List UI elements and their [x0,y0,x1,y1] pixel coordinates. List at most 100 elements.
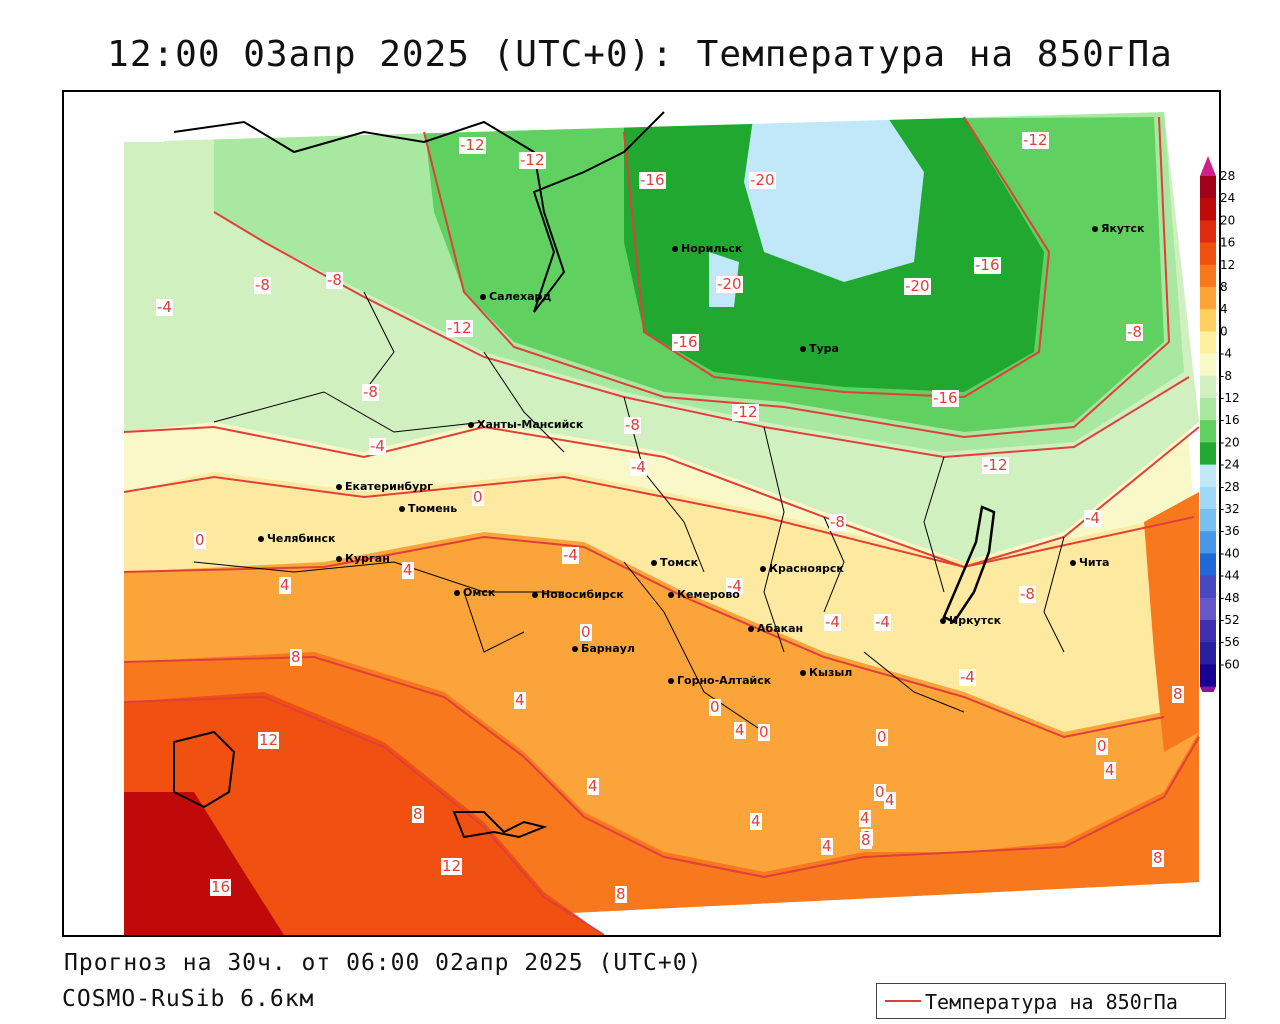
colorbar-tick-label: 24 [1220,191,1235,205]
colorbar-tick-label: 12 [1220,258,1235,272]
temp-label: 4 [1104,761,1116,779]
city-marker: Кемерово [668,588,740,601]
colorbar-swatch [1200,309,1216,332]
forecast-info: Прогноз на 30ч. от 06:00 02апр 2025 (UTC… [64,950,703,976]
colorbar-tick-label: 0 [1220,324,1228,338]
temp-label: 8 [1152,849,1164,867]
colorbar-swatch [1200,486,1216,510]
colorbar-swatch [1200,353,1216,377]
temp-label: -16 [639,171,666,189]
temp-label: 8 [412,805,424,823]
colorbar-tick-label: 16 [1220,236,1235,250]
lake-aral [173,730,236,809]
temp-label: 0 [472,488,484,506]
colorbar-tick-label: -12 [1220,391,1240,405]
temp-label: -8 [624,416,641,434]
coastline [173,111,665,313]
colorbar-tick-label: -48 [1220,591,1240,605]
city-marker: Екатеринбург [336,480,433,493]
city-marker: Красноярск [760,562,844,575]
colorbar-swatch [1200,287,1216,310]
isotherm-minus4 [123,425,1200,569]
temp-label: -12 [459,136,486,154]
colorbar-tick-label: -40 [1220,546,1240,560]
temp-label: -16 [974,256,1001,274]
colorbar-tick-label: -44 [1220,569,1240,583]
temp-label: 4 [514,691,526,709]
temp-label: 8 [290,648,302,666]
city-marker: Курган [336,552,390,565]
temp-label: -4 [726,577,743,595]
isotherm-minus12 [423,116,1171,439]
colorbar-tick-label: -60 [1220,657,1240,671]
temp-label: 8 [615,885,627,903]
temp-label: 12 [441,857,463,875]
city-marker: Якутск [1092,222,1144,235]
city-marker: Чита [1070,556,1109,569]
colorbar-tick-label: -32 [1220,502,1240,516]
domain-mask [64,92,174,935]
temp-label: -4 [369,437,386,455]
temp-label: -8 [1126,323,1143,341]
temp-label: 4 [750,812,762,830]
city-marker: Кызыл [800,666,852,679]
isotherm-plus8 [123,655,1200,879]
city-marker: Тюмень [399,502,457,515]
temp-label: -4 [562,546,579,564]
colorbar-tick-label: 20 [1220,213,1235,227]
colorbar-tick-label: 8 [1220,280,1228,294]
temp-label: -4 [959,668,976,686]
city-marker: Новосибирск [532,588,624,601]
temp-label: -12 [519,151,546,169]
temp-label: -20 [716,275,743,293]
temp-label: 4 [859,809,871,827]
isotherm-zero [123,475,1195,569]
temp-label: 0 [758,723,770,741]
colorbar-swatch [1200,531,1216,554]
colorbar-swatch [1200,242,1216,266]
city-marker: Челябинск [258,532,335,545]
temp-label: 0 [580,623,592,641]
colorbar-swatch [1200,509,1216,532]
temp-label: 4 [734,721,746,739]
chart-title: 12:00 03апр 2025 (UTC+0): Температура на… [107,34,1173,75]
colorbar: 28 24 20 16 12 8 4 0 -4 -8 -12 -16 -20 -24 -28 -32 -36 -4… [1200,156,1260,705]
temp-label: 0 [709,698,721,716]
colorbar-swatch [1200,553,1216,577]
temp-label: -8 [829,513,846,531]
admin-borders [193,291,1065,733]
field-east-warm [1144,492,1199,752]
colorbar-tick-label: -36 [1220,524,1240,538]
temp-label: -4 [874,613,891,631]
colorbar-swatch [1200,464,1216,488]
city-marker: Горно-Алтайск [668,674,771,687]
city-marker: Ханты-Мансийск [468,418,583,431]
temp-label: 12 [258,731,280,749]
colorbar-swatch [1200,176,1216,199]
city-marker: Тура [800,342,839,355]
temp-label: 8 [1172,685,1184,703]
colorbar-tick-label: -16 [1220,413,1240,427]
colorbar-tick-label: -52 [1220,613,1240,627]
temp-label: -4 [630,458,647,476]
temp-label: -8 [326,271,343,289]
lake-baikal [942,505,996,624]
colorbar-tick-label: -4 [1220,347,1232,361]
temperature-map: -12 -12 -16 -20 -12 -8 -8 -4 -12 -20 -16… [62,90,1221,937]
temp-label: -8 [362,383,379,401]
temp-label: -20 [749,171,776,189]
temp-label: -12 [982,456,1009,474]
colorbar-tick-label: -8 [1220,369,1232,383]
colorbar-swatch [1200,420,1216,443]
colorbar-tick-label: -24 [1220,458,1240,472]
temp-label: 4 [821,837,833,855]
city-marker: Омск [454,586,495,599]
isotherm-plus12 [123,695,605,935]
temp-label: -4 [156,298,173,316]
temp-label: -8 [254,276,271,294]
temp-label: 4 [279,576,291,594]
temp-label: -4 [824,613,841,631]
field-minus20 [744,112,924,282]
city-marker: Абакан [748,622,803,635]
temp-label: 4 [587,777,599,795]
